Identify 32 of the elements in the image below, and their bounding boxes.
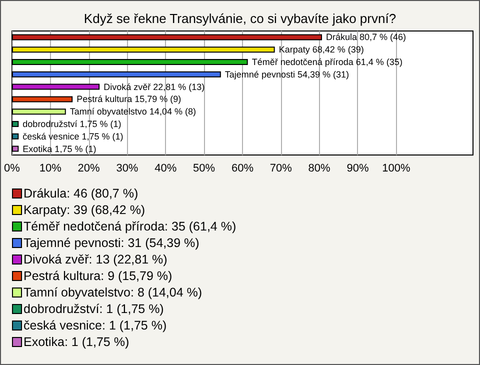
legend-label: Exotika: 1 (1,75 %)	[24, 335, 130, 349]
data-label: dobrodružství 1,75 % (1)	[22, 119, 122, 129]
data-label: Tajemné pevnosti 54,39 % (31)	[224, 69, 349, 80]
data-label: Exotika 1,75 % (1)	[22, 144, 96, 154]
x-tick-label: 10%	[39, 162, 62, 174]
data-label: česká vesnice 1,75 % (1)	[22, 131, 124, 142]
x-tick-label: 100%	[382, 162, 410, 174]
x-tick-label: 60%	[231, 162, 254, 174]
data-label: Tamní obyvatelstvo 14,04 % (8)	[70, 106, 196, 117]
data-label: Téměř nedotčená příroda 61,4 % (35)	[252, 57, 402, 67]
legend-label: Drákula: 46 (80,7 %)	[24, 186, 138, 200]
data-label: Drákula 80,7 % (46)	[326, 32, 406, 42]
legend-label: Pestrá kultura: 9 (15,79 %)	[24, 269, 172, 283]
x-tick-label: 0%	[4, 162, 20, 174]
x-tick-label: 40%	[154, 162, 177, 174]
x-tick-label: 50%	[193, 162, 216, 174]
data-label: Divoká zvěř 22,81 % (13)	[104, 82, 205, 92]
chart-title: Když se řekne Transylvánie, co si vybavíte jako první?	[84, 11, 396, 26]
data-label: Karpaty 68,42 % (39)	[278, 44, 364, 55]
legend-label: Karpaty: 39 (68,42 %)	[24, 203, 146, 217]
legend-label: Tajemné pevnosti: 31 (54,39 %)	[24, 236, 200, 250]
x-tick-label: 80%	[308, 162, 331, 174]
data-label: Pestrá kultura 15,79 % (9)	[76, 94, 182, 104]
x-tick-label: 90%	[346, 162, 369, 174]
legend-label: Téměř nedotčená příroda: 35 (61,4 %)	[24, 220, 236, 234]
x-tick-label: 20%	[78, 162, 100, 174]
x-tick-label: 70%	[270, 162, 292, 174]
legend-label: dobrodružství: 1 (1,75 %)	[24, 302, 164, 316]
legend-label: česká vesnice: 1 (1,75 %)	[24, 318, 167, 332]
x-tick-label: 30%	[116, 162, 138, 174]
legend-label: Tamní obyvatelstvo: 8 (14,04 %)	[24, 286, 202, 300]
legend-label: Divoká zvěř: 13 (22,81 %)	[24, 252, 168, 266]
